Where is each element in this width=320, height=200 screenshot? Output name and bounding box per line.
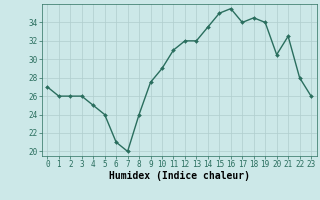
X-axis label: Humidex (Indice chaleur): Humidex (Indice chaleur) (109, 171, 250, 181)
